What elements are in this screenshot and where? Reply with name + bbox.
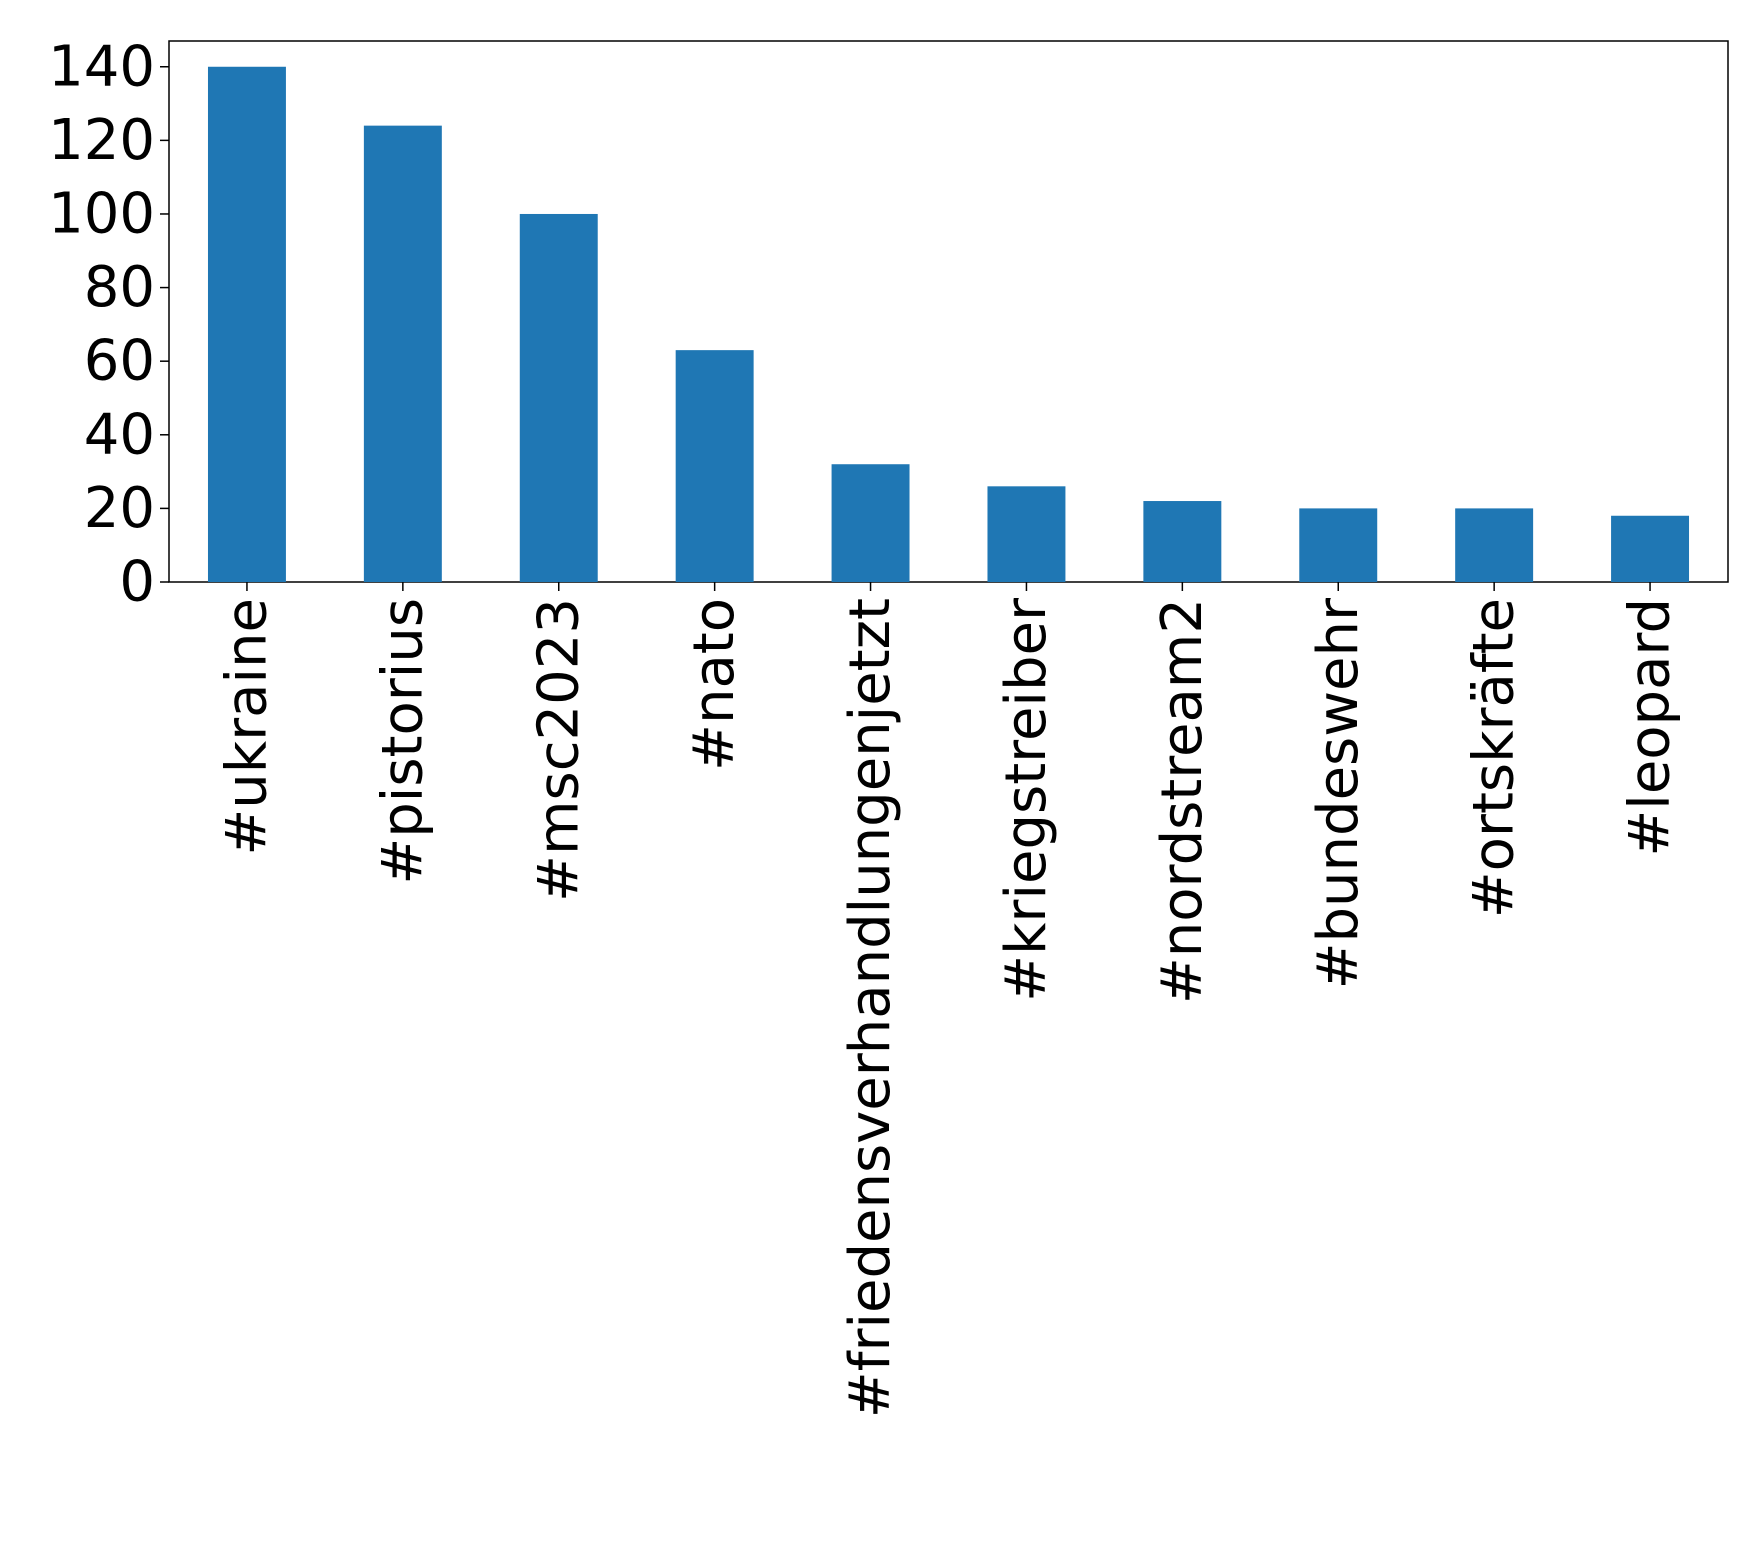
x-tick-label: #msc2023 [526, 598, 591, 902]
y-tick-label: 120 [48, 108, 155, 173]
bar [675, 350, 754, 582]
y-tick-label: 80 [84, 255, 155, 320]
x-tick-label: #leopard [1618, 598, 1683, 857]
y-tick-label: 0 [119, 550, 155, 615]
x-tick-label: #bundeswehr [1306, 597, 1371, 989]
x-tick-label: #nordstream2 [1150, 598, 1215, 1004]
y-tick-label: 40 [84, 402, 155, 467]
bar [987, 486, 1066, 582]
y-tick-label: 20 [84, 476, 155, 541]
bar [519, 213, 598, 583]
bar [1143, 501, 1222, 582]
x-tick-label: #ortskräfte [1462, 598, 1527, 918]
bar [1455, 508, 1534, 582]
bar [1611, 515, 1690, 582]
x-tick-label: #ukraine [214, 598, 279, 856]
bar [1299, 508, 1378, 582]
y-tick-label: 140 [48, 34, 155, 99]
plot-frame [168, 40, 1729, 583]
y-tick-label: 100 [48, 181, 155, 246]
bar [831, 464, 910, 582]
bar [363, 125, 442, 583]
x-tick-label: #friedensverhandlungenjetzt [838, 598, 903, 1418]
x-tick-label: #pistorius [370, 598, 435, 885]
bar [207, 66, 286, 582]
x-tick-label: #kriegstreiber [994, 597, 1059, 1002]
y-tick-label: 60 [84, 329, 155, 394]
x-tick-label: #nato [682, 598, 747, 771]
